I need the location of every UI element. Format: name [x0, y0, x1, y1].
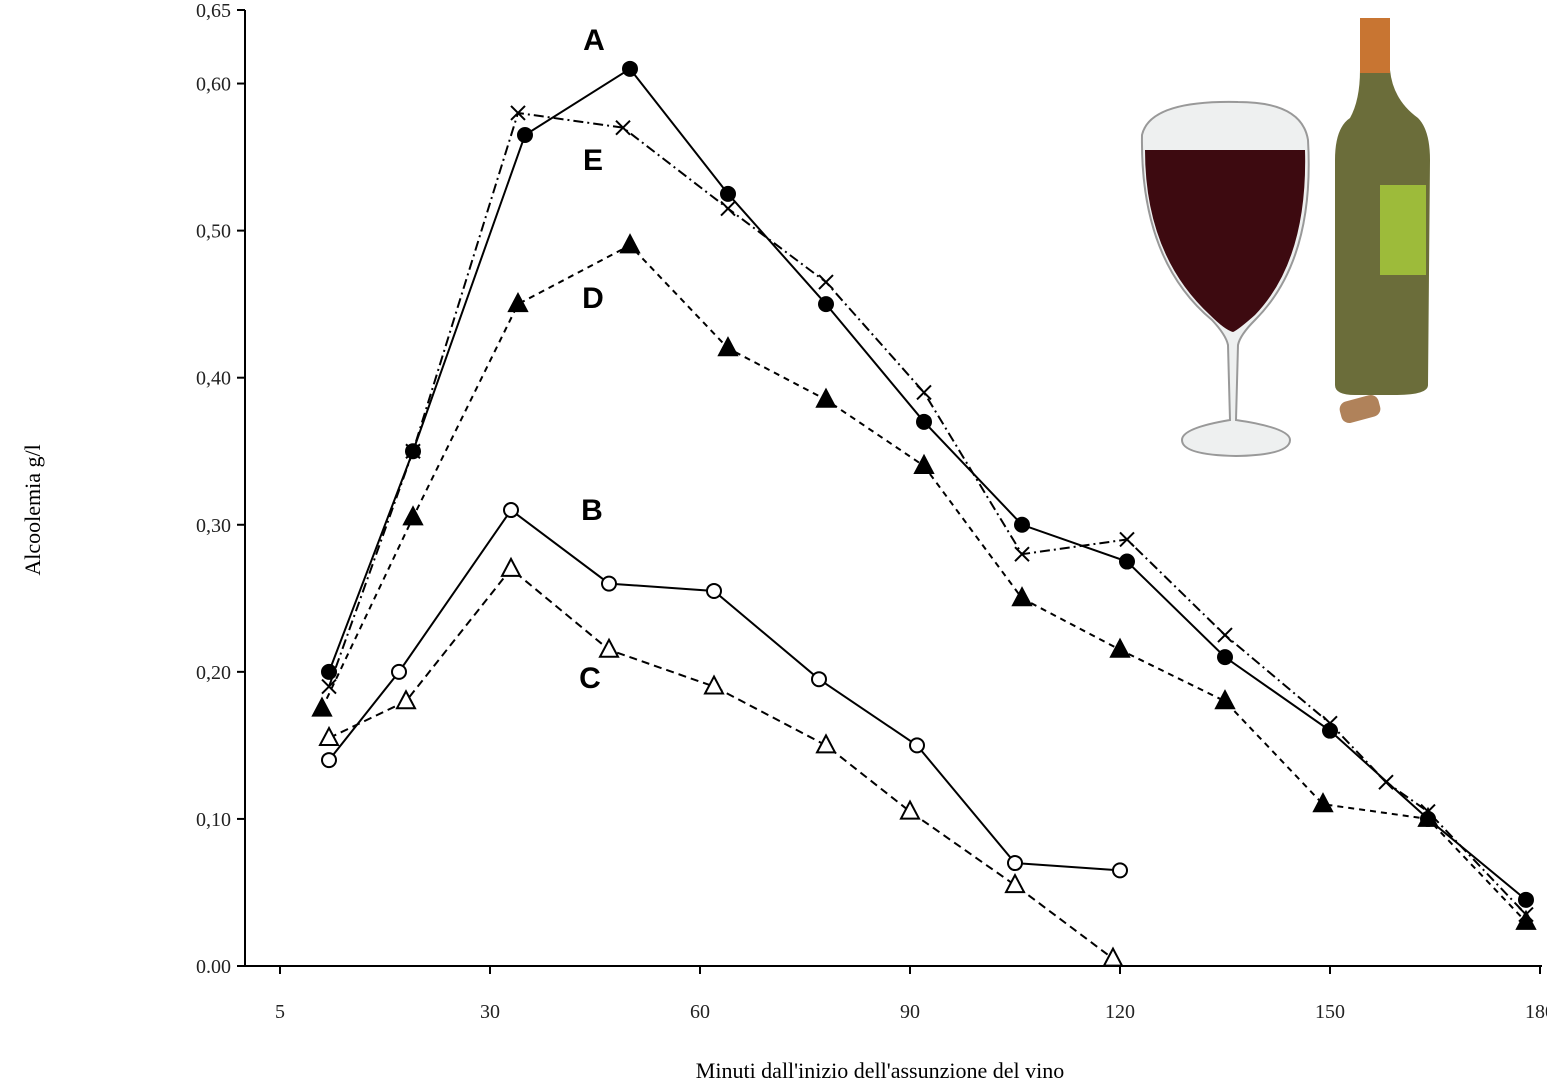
point — [510, 105, 526, 121]
point — [720, 185, 736, 202]
series-label: A — [583, 24, 605, 57]
point — [1119, 553, 1135, 570]
x-axis-title: Minuti dall'inizio dell'assunzione del v… — [696, 1058, 1064, 1083]
series-label: B — [581, 494, 603, 527]
x-tick-label: 5 — [275, 1001, 285, 1023]
series-line — [328, 567, 1114, 960]
point — [1515, 909, 1537, 930]
point — [913, 453, 935, 474]
point — [1014, 546, 1030, 562]
point — [405, 443, 421, 459]
point — [1322, 715, 1338, 732]
point — [503, 502, 519, 519]
point — [395, 689, 417, 710]
point — [1004, 872, 1026, 894]
point — [899, 799, 921, 820]
point — [615, 119, 631, 136]
y-tick-label: 0,50 — [196, 221, 231, 243]
point — [1214, 689, 1236, 710]
point — [1518, 891, 1534, 908]
point — [916, 384, 932, 401]
point — [517, 127, 533, 144]
series-label: C — [579, 662, 601, 695]
point — [815, 733, 837, 754]
x-tick-label: 60 — [690, 1001, 710, 1023]
point — [1378, 774, 1394, 790]
point — [1312, 792, 1334, 813]
y-tick-label: 0,60 — [196, 74, 231, 96]
point — [1109, 637, 1131, 658]
point — [500, 556, 522, 577]
point — [619, 233, 641, 254]
point — [1119, 531, 1135, 548]
point — [703, 674, 725, 695]
point — [1217, 627, 1233, 643]
point — [598, 637, 620, 658]
point — [1112, 862, 1128, 879]
point — [1217, 649, 1233, 666]
point — [318, 725, 340, 747]
y-tick-label: 0,40 — [196, 368, 231, 390]
x-tick-label: 150 — [1315, 1001, 1345, 1023]
point — [321, 678, 337, 695]
point — [1014, 516, 1030, 533]
point — [1011, 586, 1033, 607]
point — [321, 663, 337, 680]
y-axis-title: Alcoolemia g/l — [20, 444, 45, 575]
point — [1417, 806, 1439, 827]
y-tick-label: 0,65 — [196, 0, 231, 22]
point — [391, 663, 407, 680]
y-tick-label: 0,30 — [196, 515, 231, 537]
x-tick-label: 120 — [1105, 1001, 1135, 1023]
point — [706, 582, 722, 599]
point — [507, 292, 529, 313]
point — [321, 752, 337, 769]
point — [601, 575, 617, 592]
point — [622, 60, 638, 77]
point — [1007, 855, 1023, 872]
y-tick-label: 0,10 — [196, 809, 231, 831]
point — [909, 737, 925, 754]
point — [818, 296, 834, 313]
series-label: D — [582, 282, 604, 315]
point — [1322, 722, 1338, 739]
y-tick-label: 0,20 — [196, 662, 231, 684]
y-tick-label: 0.00 — [196, 956, 231, 978]
point — [402, 505, 424, 526]
point — [717, 336, 739, 357]
point — [916, 413, 932, 430]
series-line — [328, 111, 1527, 916]
series-label: E — [583, 144, 603, 177]
point — [1102, 946, 1124, 967]
series-line — [328, 508, 1121, 872]
x-tick-label: 30 — [480, 1001, 500, 1023]
point — [311, 696, 333, 717]
x-tick-label: 90 — [900, 1001, 920, 1023]
point — [720, 200, 736, 217]
point — [811, 671, 827, 688]
x-tick-label: 180 — [1525, 1001, 1547, 1023]
point — [815, 387, 837, 408]
wine-illustration — [1140, 18, 1430, 458]
point — [818, 274, 834, 290]
